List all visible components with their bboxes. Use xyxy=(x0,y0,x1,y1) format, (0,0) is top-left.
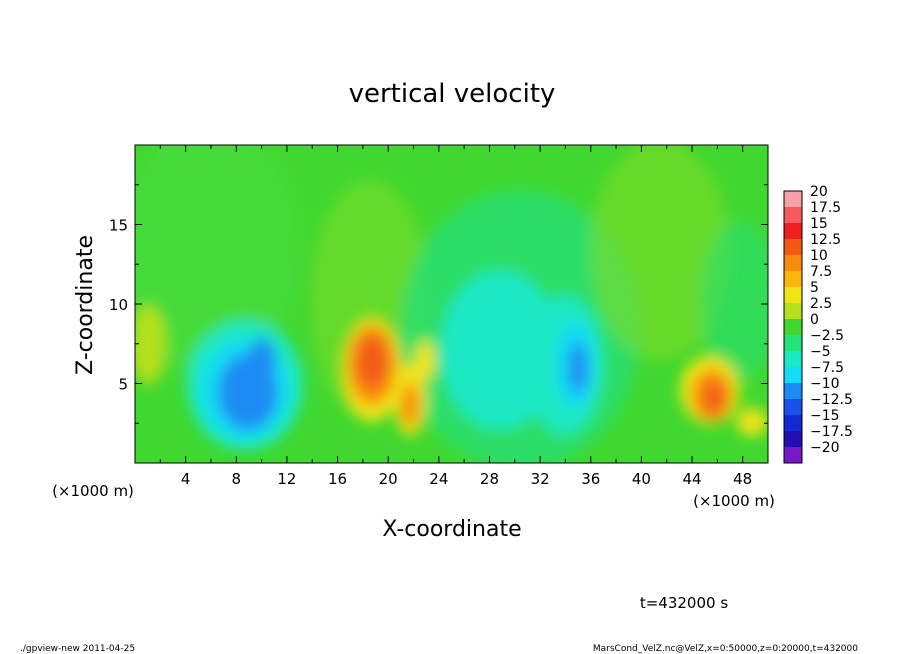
colorbar-swatch xyxy=(784,351,802,368)
x-tick-label: 44 xyxy=(682,470,701,488)
colorbar-label: 10 xyxy=(810,248,828,264)
colorbar-swatch xyxy=(784,303,802,320)
colorbar-swatch xyxy=(784,255,802,272)
x-tick-label: 16 xyxy=(328,470,347,488)
colorbar-swatch xyxy=(784,207,802,224)
plot-area xyxy=(134,144,769,464)
colorbar-label: −15 xyxy=(810,408,840,424)
y-tick-label: 15 xyxy=(109,217,128,235)
x-tick-label: 12 xyxy=(277,470,296,488)
colorbar-swatch xyxy=(784,191,802,208)
y-axis: 5 10 15 xyxy=(109,184,768,424)
x-unit-label-right: (×1000 m) xyxy=(693,492,775,510)
colorbar-swatch xyxy=(784,367,802,384)
x-tick-label: 40 xyxy=(632,470,651,488)
x-axis: 4 8 12 16 20 24 28 32 36 40 44 48 xyxy=(159,145,752,488)
x-tick-label: 48 xyxy=(733,470,752,488)
x-tick-label: 24 xyxy=(429,470,448,488)
colorbar-frame xyxy=(783,190,803,464)
colorbar-label: −17.5 xyxy=(810,424,853,440)
footer-right: MarsCond_VelZ.nc@VelZ,x=0:50000,z=0:2000… xyxy=(593,644,858,654)
colorbar-swatch xyxy=(784,271,802,288)
colorbar-label: 17.5 xyxy=(810,200,841,216)
y-tick-label: 5 xyxy=(118,376,128,394)
colorbar-swatch xyxy=(784,447,802,464)
x-tick-label: 8 xyxy=(232,470,242,488)
x-tick-label: 28 xyxy=(480,470,499,488)
colorbar-label: 7.5 xyxy=(810,264,832,280)
colorbar-swatch xyxy=(784,399,802,416)
colorbar-swatch xyxy=(784,239,802,256)
colorbar-label: 0 xyxy=(810,312,819,328)
chart-title: vertical velocity xyxy=(349,79,556,109)
x-axis-label: X-coordinate xyxy=(382,517,521,542)
colorbar-swatch xyxy=(784,223,802,240)
y-tick-label: 10 xyxy=(109,296,128,314)
colorbar-swatch xyxy=(784,415,802,432)
colorbar: 2017.51512.5107.552.50−2.5−5−7.5−10−12.5… xyxy=(783,184,853,464)
x-tick-label: 32 xyxy=(531,470,550,488)
x-tick-label: 4 xyxy=(181,470,191,488)
colorbar-swatch xyxy=(784,335,802,352)
x-unit-label-left: (×1000 m) xyxy=(52,482,134,500)
colorbar-label: 5 xyxy=(810,280,819,296)
colorbar-label: −7.5 xyxy=(810,360,844,376)
colorbar-label: −20 xyxy=(810,440,840,456)
time-label: t=432000 s xyxy=(640,594,728,612)
colorbar-swatch xyxy=(784,431,802,448)
colorbar-label: 2.5 xyxy=(810,296,832,312)
colorbar-swatch xyxy=(784,287,802,304)
colorbar-label: −2.5 xyxy=(810,328,844,344)
colorbar-swatch xyxy=(784,319,802,336)
colorbar-label: −5 xyxy=(810,344,831,360)
colorbar-label: 12.5 xyxy=(810,232,841,248)
colorbar-label: 15 xyxy=(810,216,828,232)
colorbar-label: −10 xyxy=(810,376,840,392)
x-tick-label: 20 xyxy=(379,470,398,488)
colorbar-label: −12.5 xyxy=(810,392,853,408)
velocity-field xyxy=(135,145,768,463)
footer-left: ./gpview-new 2011-04-25 xyxy=(20,644,135,654)
colorbar-label: 20 xyxy=(810,184,828,200)
colorbar-swatch xyxy=(784,383,802,400)
y-axis-label: Z-coordinate xyxy=(73,235,98,375)
x-tick-label: 36 xyxy=(581,470,600,488)
